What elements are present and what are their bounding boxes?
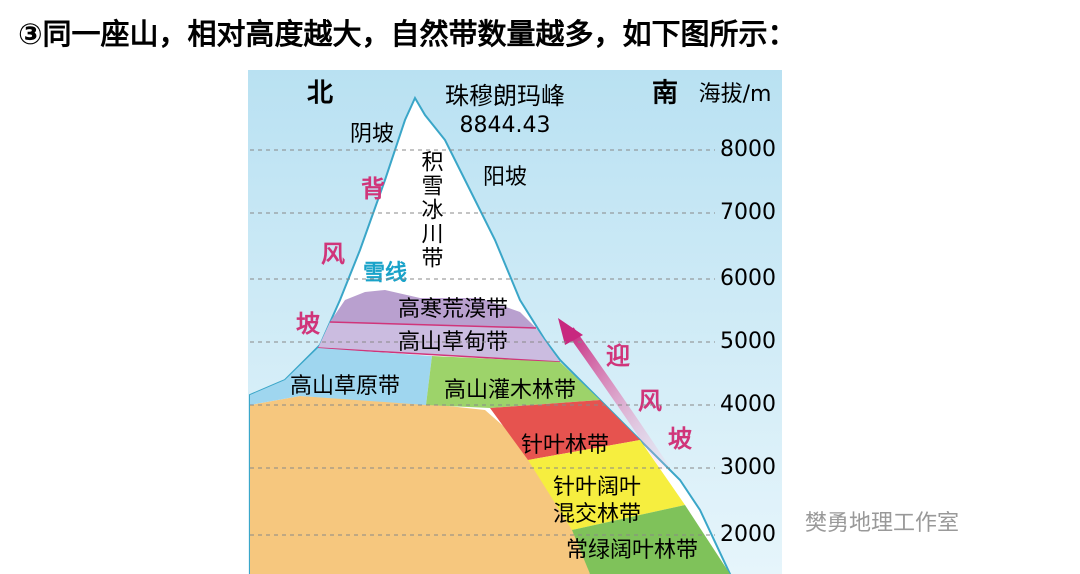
- altitude-tick: 3000: [720, 455, 776, 480]
- direction-label: 南: [652, 79, 678, 109]
- mixed-forest-zone: [528, 440, 685, 530]
- snowline-label: 雪线: [363, 260, 407, 286]
- slope-label: 阳坡: [483, 165, 527, 190]
- alpine-meadow-zone: [318, 322, 560, 362]
- zone-label: 常绿阔叶林带: [566, 538, 698, 563]
- watermark: 樊勇地理工作室: [805, 511, 959, 536]
- altitude-tick: 2000: [720, 522, 776, 547]
- zone-label: 高寒荒漠带: [398, 297, 508, 322]
- leeward-label: 坡: [296, 310, 320, 338]
- windward-label: 风: [638, 387, 662, 415]
- coniferous-zone: [490, 400, 640, 460]
- title: ③同一座山，相对高度越大，自然带数量越多，如下图所示：: [18, 17, 797, 51]
- zone-label: 混交林带: [553, 502, 641, 527]
- zone-border: [317, 347, 561, 363]
- evergreen-zone: [572, 505, 730, 574]
- altitude-tick: 5000: [720, 329, 776, 354]
- zone-label: 针叶阔叶: [553, 475, 641, 500]
- alpine-steppe-zone: [250, 348, 432, 405]
- leeward-label: 背: [361, 175, 385, 203]
- peak-name: 珠穆朗玛峰: [445, 82, 565, 110]
- wind-arrow-head: [558, 318, 583, 345]
- zone-label: 针叶林带: [521, 433, 609, 458]
- alpine-shrub-zone: [426, 356, 600, 408]
- altitude-tick: 4000: [720, 392, 776, 417]
- windward-label: 坡: [668, 425, 692, 453]
- zone-border: [329, 321, 537, 329]
- zone-label: 积雪冰川带: [418, 150, 444, 270]
- peak-height: 8844.43: [460, 113, 551, 138]
- alpine-desert-zone: [330, 290, 536, 328]
- zone-label: 高山草原带: [290, 374, 400, 399]
- diagram: [248, 70, 782, 574]
- slope-label: 阴坡: [350, 122, 394, 147]
- wind-arrow: [566, 327, 669, 471]
- leeward-label: 风: [321, 240, 345, 268]
- zone-label: 高山灌木林带: [444, 378, 576, 403]
- direction-label: 北: [307, 79, 333, 109]
- altitude-tick: 8000: [720, 137, 776, 162]
- axis-label: 海拔/m: [699, 82, 772, 107]
- altitude-tick: 7000: [720, 200, 776, 225]
- ground: [250, 396, 590, 574]
- altitude-tick: 6000: [720, 266, 776, 291]
- windward-label: 迎: [606, 342, 630, 370]
